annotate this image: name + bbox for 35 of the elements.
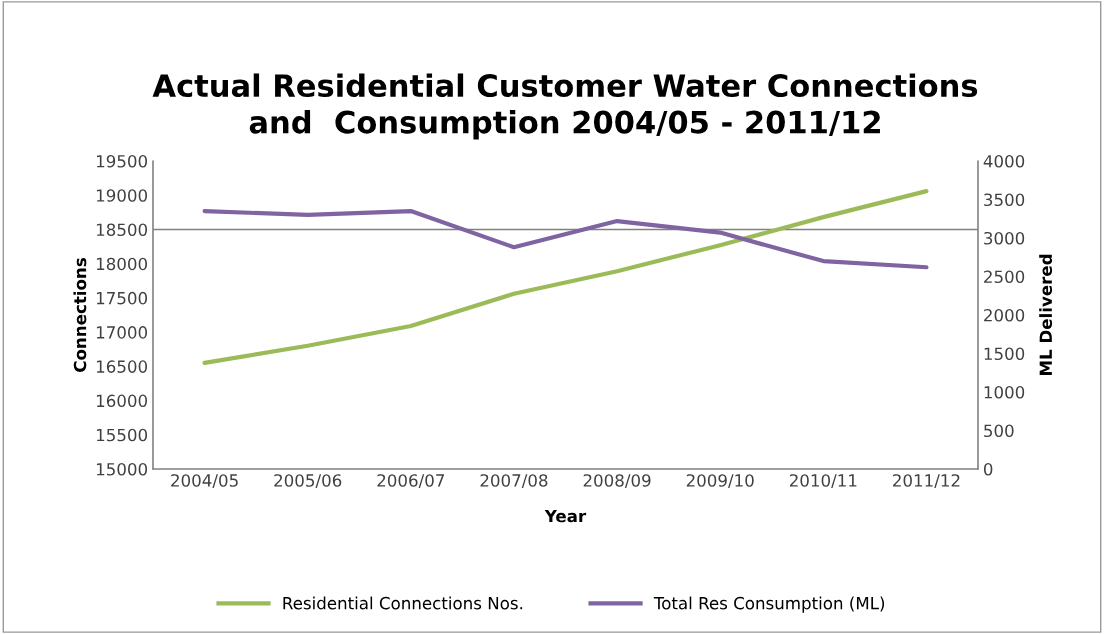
line-series <box>202 189 929 365</box>
x-tick-label: 2010/11 <box>789 474 857 489</box>
y2-tick-label: 3500 <box>984 193 1025 207</box>
y2-tick-label: 2500 <box>984 270 1025 284</box>
legend-label: Residential Connections Nos. <box>283 596 523 610</box>
x-tick-label: 2011/12 <box>893 474 960 489</box>
y-tick-label: 18000 <box>96 257 148 271</box>
y2-axis-title: ML Delivered <box>1039 254 1053 376</box>
x-tick-label: 2005/06 <box>274 474 342 489</box>
legend-label: Total Res Consumption (ML) <box>653 596 885 613</box>
x-axis-title: Year <box>544 509 587 523</box>
y2-tick-label: 2000 <box>984 308 1025 322</box>
x-tick-label: 2007/08 <box>480 474 548 489</box>
x-tick-label: 2006/07 <box>377 474 445 489</box>
y-tick-label: 19500 <box>96 154 148 168</box>
x-tick-label: 2004/05 <box>171 474 238 489</box>
chart-title: Actual Residential Customer Water Connections and Consumption 2004/05 - 2011/12 <box>152 73 978 140</box>
y2-tick-label: 4000 <box>983 154 1025 168</box>
x-tick-label: 2008/09 <box>583 474 651 489</box>
y-tick-label: 17000 <box>96 326 148 339</box>
y-tick-label: 17500 <box>96 291 148 305</box>
y-tick-label: 16500 <box>96 360 148 373</box>
y2-tick-label: 1500 <box>984 347 1025 361</box>
y2-tick-label: 3000 <box>984 231 1025 245</box>
y-tick-label: 16000 <box>96 394 148 408</box>
y-tick-label: 15500 <box>96 428 148 442</box>
y-tick-label: 19000 <box>96 189 148 202</box>
x-tick-label: 2009/10 <box>686 474 754 489</box>
y-tick-label: 18500 <box>96 223 148 237</box>
y-tick-label: 15000 <box>96 462 148 476</box>
y2-tick-label: 500 <box>984 424 1014 438</box>
line-series <box>202 208 929 270</box>
y-axis-title: Connections <box>73 258 87 372</box>
y2-tick-label: 0 <box>983 462 993 476</box>
y2-tick-label: 1000 <box>984 385 1025 399</box>
